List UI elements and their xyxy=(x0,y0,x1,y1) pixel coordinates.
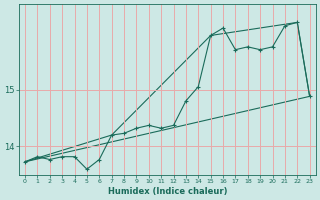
X-axis label: Humidex (Indice chaleur): Humidex (Indice chaleur) xyxy=(108,187,227,196)
